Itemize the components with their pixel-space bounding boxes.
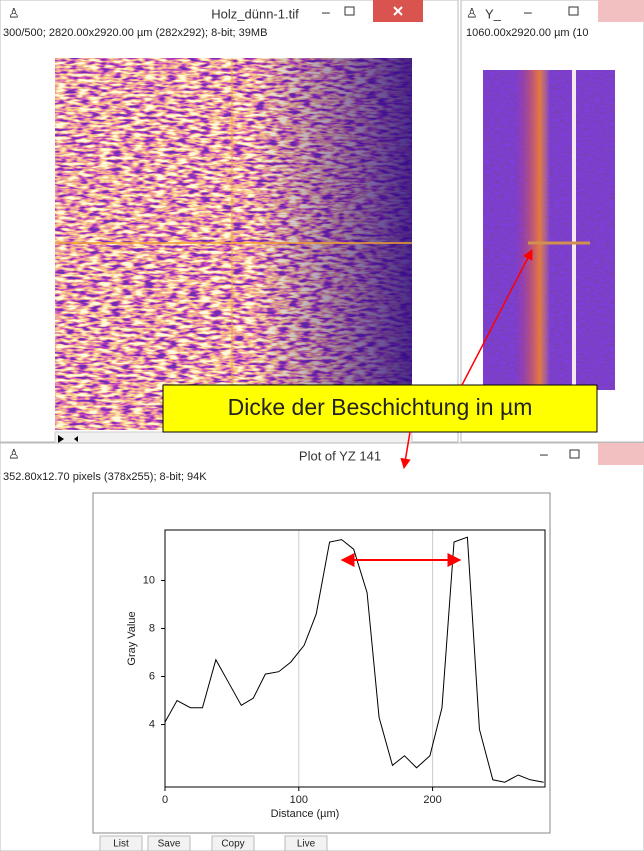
- plot-window: ♙ Plot of YZ 141 – 352.80x12.70 pixels (…: [0, 443, 644, 851]
- minimize-button[interactable]: –: [322, 4, 330, 20]
- minimize-button[interactable]: –: [540, 446, 548, 462]
- image-line: [572, 70, 576, 390]
- image-band: [515, 70, 550, 390]
- y-tick-label: 10: [143, 574, 155, 586]
- window-title: Holz_dünn-1.tif: [211, 6, 299, 21]
- plot-button-label: Live: [297, 839, 316, 850]
- y-tick-label: 4: [149, 718, 155, 730]
- plot-button-label: Save: [158, 839, 181, 850]
- x-axis-label: Distance (µm): [271, 808, 340, 820]
- image-info: 1060.00x2920.00 µm (10: [466, 27, 589, 39]
- plot-button-label: Copy: [221, 839, 244, 850]
- close-button[interactable]: [598, 443, 644, 465]
- x-tick-label: 200: [423, 794, 441, 806]
- window-title: Y_: [485, 6, 502, 21]
- image-window: ♙ Y_ – 1060.00x2920.00 µm (10: [461, 0, 644, 442]
- plot-panel: [93, 493, 550, 833]
- app-icon: ♙: [8, 5, 20, 20]
- y-tick-label: 8: [149, 622, 155, 634]
- close-button[interactable]: [598, 0, 644, 22]
- plot-button-label: List: [113, 839, 129, 850]
- app-icon: ♙: [8, 446, 20, 461]
- y-axis-label: Gray Value: [126, 611, 138, 665]
- app-icon: ♙: [466, 5, 478, 20]
- x-tick-label: 0: [162, 794, 168, 806]
- image-info: 300/500; 2820.00x2920.00 µm (282x292); 8…: [3, 27, 267, 39]
- minimize-button[interactable]: –: [524, 4, 532, 20]
- image-shade: [55, 58, 412, 430]
- window-title: Plot of YZ 141: [299, 448, 381, 463]
- y-tick-label: 6: [149, 670, 155, 682]
- image-info: 352.80x12.70 pixels (378x255); 8-bit; 94…: [3, 471, 207, 483]
- callout-text: Dicke der Beschichtung in µm: [228, 394, 533, 420]
- x-tick-label: 100: [290, 794, 308, 806]
- screen: ♙ Holz_dünn-1.tif – 300/500; 2820.00x292…: [0, 0, 644, 851]
- image-window: ♙ Holz_dünn-1.tif – 300/500; 2820.00x292…: [0, 0, 458, 446]
